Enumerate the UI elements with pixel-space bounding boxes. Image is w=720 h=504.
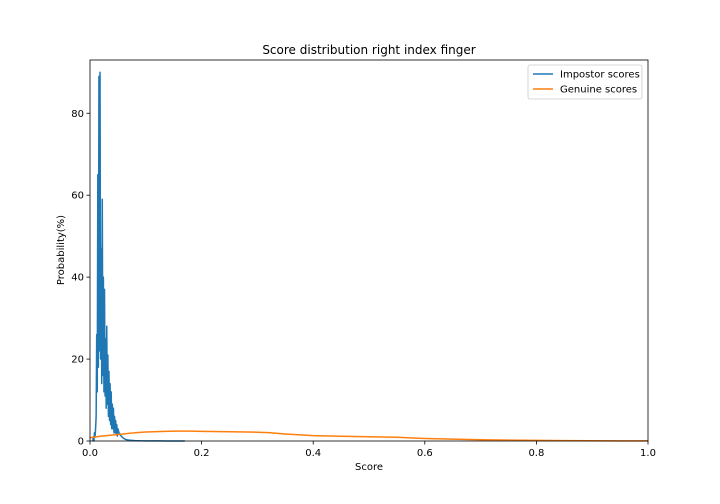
- x-axis-label: Score: [355, 462, 383, 473]
- series-line-impostor: [92, 71, 185, 442]
- y-tick-label: 40: [71, 273, 84, 284]
- y-tick-label: 60: [71, 191, 84, 202]
- y-axis-label: Probability(%): [56, 215, 67, 285]
- x-axis-ticks: 0.0 0.2 0.4 0.6 0.8 1.0: [82, 441, 656, 459]
- x-tick-label: 0.2: [194, 448, 210, 459]
- legend-box: [527, 64, 643, 100]
- y-tick-label: 20: [71, 355, 84, 366]
- x-tick-label: 0.8: [528, 448, 544, 459]
- legend-label-impostor: Impostor scores: [560, 70, 640, 81]
- y-axis-ticks: 0 20 40 60 80: [71, 109, 90, 448]
- y-tick-label: 0: [78, 437, 84, 448]
- x-tick-label: 0.6: [417, 448, 433, 459]
- plot-area: [89, 59, 649, 442]
- plot-frame: [89, 59, 649, 442]
- chart-title: Score distribution right index finger: [262, 43, 475, 57]
- series-line-genuine: [89, 430, 649, 442]
- x-tick-label: 1.0: [640, 448, 656, 459]
- x-tick-label: 0.4: [305, 448, 321, 459]
- y-tick-label: 80: [71, 109, 84, 120]
- legend-label-genuine: Genuine scores: [560, 85, 637, 96]
- x-tick-label: 0.0: [82, 448, 98, 459]
- legend: Impostor scores Genuine scores: [527, 64, 643, 100]
- series-layer: [89, 71, 649, 442]
